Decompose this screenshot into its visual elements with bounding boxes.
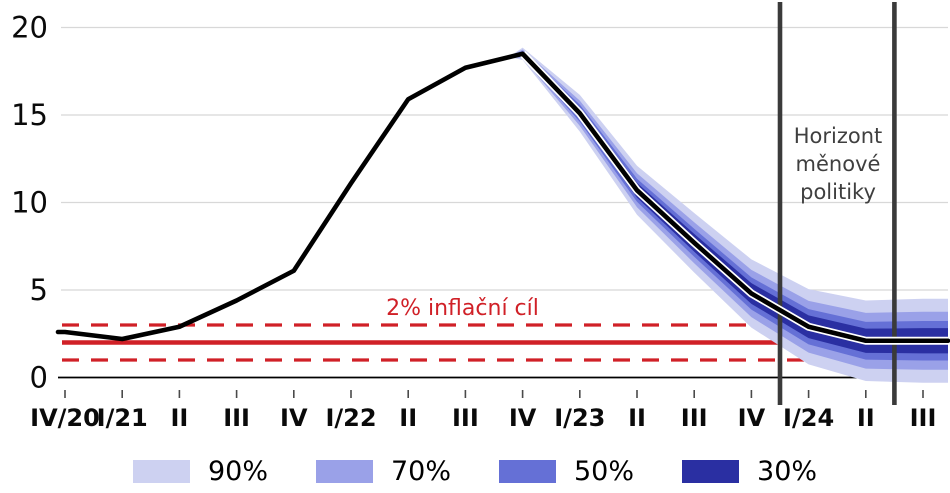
- x-axis-label: III: [452, 404, 479, 432]
- x-axis-label: II: [857, 404, 875, 432]
- y-axis-label: 15: [11, 98, 48, 132]
- legend-item-90: 90%: [132, 455, 268, 487]
- y-axis-label: 5: [30, 273, 48, 307]
- legend-label-70: 70%: [390, 455, 451, 487]
- legend-label-50: 50%: [574, 455, 635, 487]
- legend-label-30: 30%: [757, 455, 818, 487]
- x-axis-label: IV: [509, 404, 537, 432]
- legend-item-50: 50%: [499, 458, 634, 485]
- x-axis-label: IV/20: [30, 404, 100, 432]
- legend: 90% 70% 50% 30%: [0, 451, 950, 491]
- x-axis-label: II: [170, 404, 188, 432]
- inflation-line: [55, 51, 950, 344]
- x-axis-label: I/22: [325, 404, 376, 432]
- y-axis-label: 20: [11, 11, 48, 45]
- policy-horizon-label-line2: měnové: [795, 152, 881, 176]
- x-axis-label: I/23: [554, 404, 605, 432]
- legend-item-30: 30%: [682, 458, 817, 485]
- legend-item-70: 70%: [315, 455, 451, 487]
- x-axis-label: IV: [738, 404, 766, 432]
- legend-swatch-50: [499, 459, 556, 483]
- x-axis-label: II: [399, 404, 417, 432]
- legend-swatch-90: [132, 459, 190, 483]
- inflation-target-label: 2% inflační cíl: [386, 296, 539, 321]
- x-axis-label: II: [628, 404, 646, 432]
- x-axis-label: I/21: [97, 404, 148, 432]
- x-axis-label: III: [910, 404, 937, 432]
- policy-horizon-label: Horizont měnové politiky: [771, 122, 905, 206]
- legend-swatch-30: [682, 459, 740, 483]
- x-axis-label: I/24: [783, 404, 834, 432]
- x-axis-label: III: [223, 404, 250, 432]
- y-axis-label: 0: [30, 361, 48, 395]
- fan-band-90: [508, 47, 948, 383]
- x-axis-label: IV: [280, 404, 308, 432]
- x-axis-label: III: [681, 404, 708, 432]
- legend-label-90: 90%: [207, 455, 268, 487]
- y-axis-label: 10: [11, 186, 48, 220]
- policy-horizon-label-line3: politiky: [800, 180, 876, 204]
- policy-horizon-label-line1: Horizont: [793, 124, 883, 148]
- legend-swatch-70: [315, 459, 373, 483]
